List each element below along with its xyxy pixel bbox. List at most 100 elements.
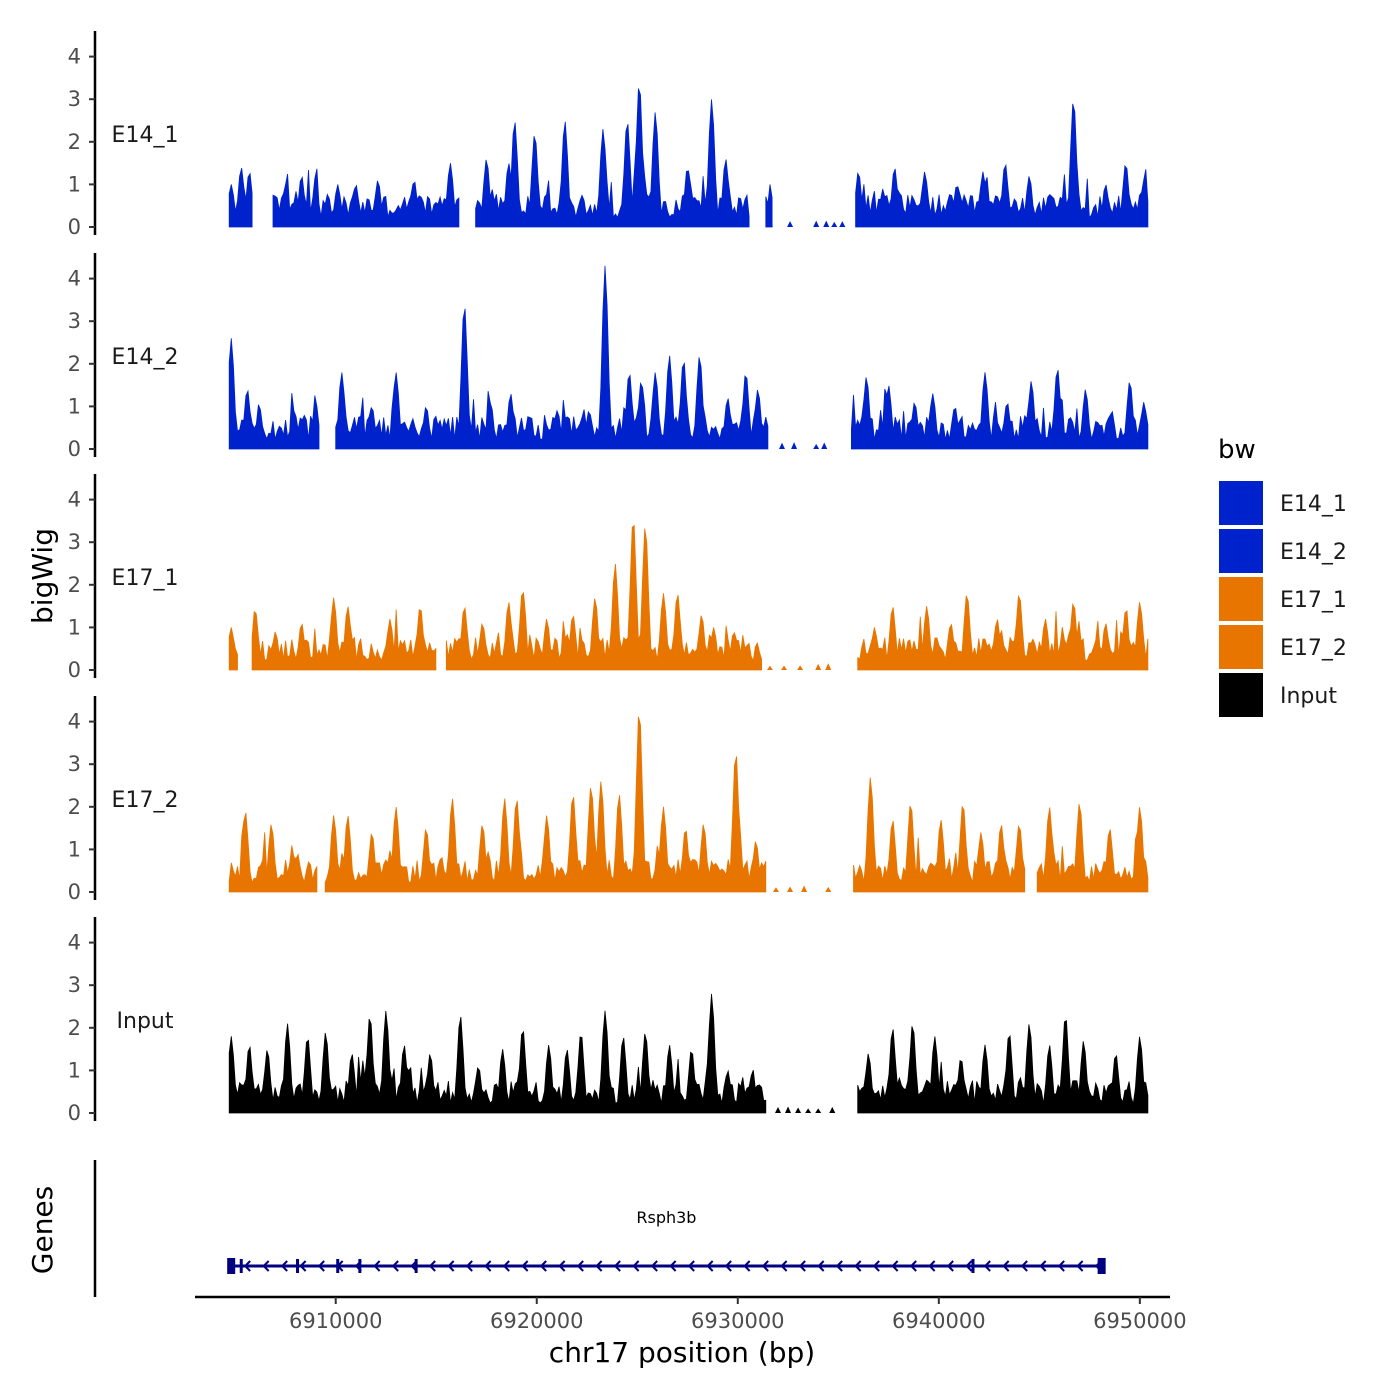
y-tick-label: 1: [68, 615, 81, 639]
strand-arrow: [891, 1260, 899, 1272]
signal-blip: [823, 220, 830, 227]
signal-area: [765, 184, 773, 228]
gene-Rsph3b: Rsph3b: [227, 1208, 1106, 1274]
legend-swatch: [1217, 479, 1265, 527]
strand-arrow: [317, 1260, 325, 1272]
strand-arrow: [650, 1260, 658, 1272]
signal-blip: [813, 444, 820, 449]
gene-track-label: Genes: [26, 1186, 59, 1274]
signal-blip: [774, 1106, 781, 1113]
y-tick-label: 4: [68, 710, 81, 734]
legend-swatch: [1217, 671, 1265, 719]
y-tick-label: 1: [68, 172, 81, 196]
gene-name-label: Rsph3b: [636, 1208, 696, 1227]
strand-arrow: [909, 1260, 917, 1272]
signal-area: [853, 777, 1026, 893]
strand-arrow: [243, 1260, 251, 1272]
strand-arrow: [613, 1260, 621, 1272]
strand-arrow: [687, 1260, 695, 1272]
y-tick-label: 0: [68, 658, 81, 682]
legend-item: Input: [1217, 671, 1337, 719]
y-tick-label: 1: [68, 837, 81, 861]
signal-area: [445, 524, 762, 671]
y-axis-title: bigWig: [26, 528, 59, 624]
y-tick-label: 0: [68, 437, 81, 461]
legend-item: E14_2: [1217, 527, 1347, 575]
signal-blip: [839, 221, 846, 227]
y-tick-label: 3: [68, 530, 81, 554]
exon: [414, 1259, 418, 1273]
signal-blip: [797, 665, 804, 670]
y-tick-label: 2: [68, 352, 81, 376]
signal-blip: [805, 1108, 812, 1113]
track-E14_1: 0 1 2 3 4 E14_1: [68, 31, 1149, 239]
y-tick-label: 4: [68, 267, 81, 291]
signal-area: [855, 103, 1149, 228]
strand-arrow: [1002, 1260, 1010, 1272]
y-tick-label: 0: [68, 215, 81, 239]
signal-blip: [787, 221, 794, 227]
exon: [227, 1258, 236, 1274]
legend-title: bw: [1218, 435, 1256, 465]
signal-blip: [831, 221, 838, 227]
y-tick-label: 3: [68, 973, 81, 997]
signal-area: [228, 338, 320, 450]
y-tick-label: 0: [68, 1101, 81, 1125]
legend-label: Input: [1280, 684, 1337, 709]
legend-label: E17_1: [1280, 588, 1347, 613]
strand-arrow: [299, 1260, 307, 1272]
signal-area: [228, 812, 318, 893]
gene-track: Genes Rsph3b: [26, 1160, 1106, 1297]
track-E14_2: 0 1 2 3 4 E14_2: [68, 253, 1149, 461]
legend-items: E14_1 E14_2 E17_1 E17_2 Input: [1217, 479, 1347, 719]
signal-area: [228, 627, 238, 671]
y-tick-label: 2: [68, 795, 81, 819]
strand-arrow: [465, 1260, 473, 1272]
signal-blip: [795, 1107, 802, 1113]
signal-blip: [785, 1106, 792, 1113]
strand-arrow: [539, 1260, 547, 1272]
track-label: E14_2: [112, 345, 179, 370]
legend-swatch: [1217, 527, 1265, 575]
strand-arrow: [280, 1260, 288, 1272]
y-tick-label: 3: [68, 752, 81, 776]
legend-item: E17_1: [1217, 575, 1347, 623]
y-tick-label: 0: [68, 880, 81, 904]
x-tick-label: 6930000: [691, 1309, 785, 1333]
y-tick-label: 3: [68, 87, 81, 111]
strand-arrow: [835, 1260, 843, 1272]
x-tick-label: 6910000: [289, 1309, 383, 1333]
x-axis-title: chr17 position (bp): [549, 1336, 815, 1369]
signal-area: [857, 1020, 1149, 1114]
signal-blip: [766, 665, 773, 670]
signal-blip: [829, 1106, 836, 1113]
strand-arrow: [706, 1260, 714, 1272]
signal-area: [228, 167, 253, 228]
signal-blip: [787, 886, 794, 892]
exon: [239, 1259, 243, 1273]
strand-arrow: [595, 1260, 603, 1272]
gene-models: Rsph3b: [227, 1208, 1106, 1274]
signal-tracks: 0 1 2 3 4 E14_1 0 1 2 3 4 E14_2 0 1 2 3 4 E17_1 0 1 2 3 4 E17_2…: [68, 31, 1149, 1125]
strand-arrow: [373, 1260, 381, 1272]
signal-area: [857, 594, 1149, 671]
signal-blip: [821, 442, 828, 449]
y-tick-label: 4: [68, 931, 81, 955]
y-tick-label: 3: [68, 309, 81, 333]
strand-arrow: [854, 1260, 862, 1272]
strand-arrow: [632, 1260, 640, 1272]
x-tick-label: 6920000: [490, 1309, 584, 1333]
strand-arrow: [872, 1260, 880, 1272]
track-E17_2: 0 1 2 3 4 E17_2: [68, 696, 1149, 904]
strand-arrow: [798, 1260, 806, 1272]
strand-arrow: [1020, 1260, 1028, 1272]
y-tick-label: 2: [68, 130, 81, 154]
track-Input: 0 1 2 3 4 Input: [68, 917, 1149, 1125]
signal-blip: [815, 663, 822, 670]
signal-blip: [825, 663, 832, 670]
legend-item: E17_2: [1217, 623, 1347, 671]
signal-blip: [801, 885, 808, 892]
signal-area: [324, 716, 767, 893]
signal-area: [251, 597, 437, 671]
exon: [336, 1259, 340, 1273]
